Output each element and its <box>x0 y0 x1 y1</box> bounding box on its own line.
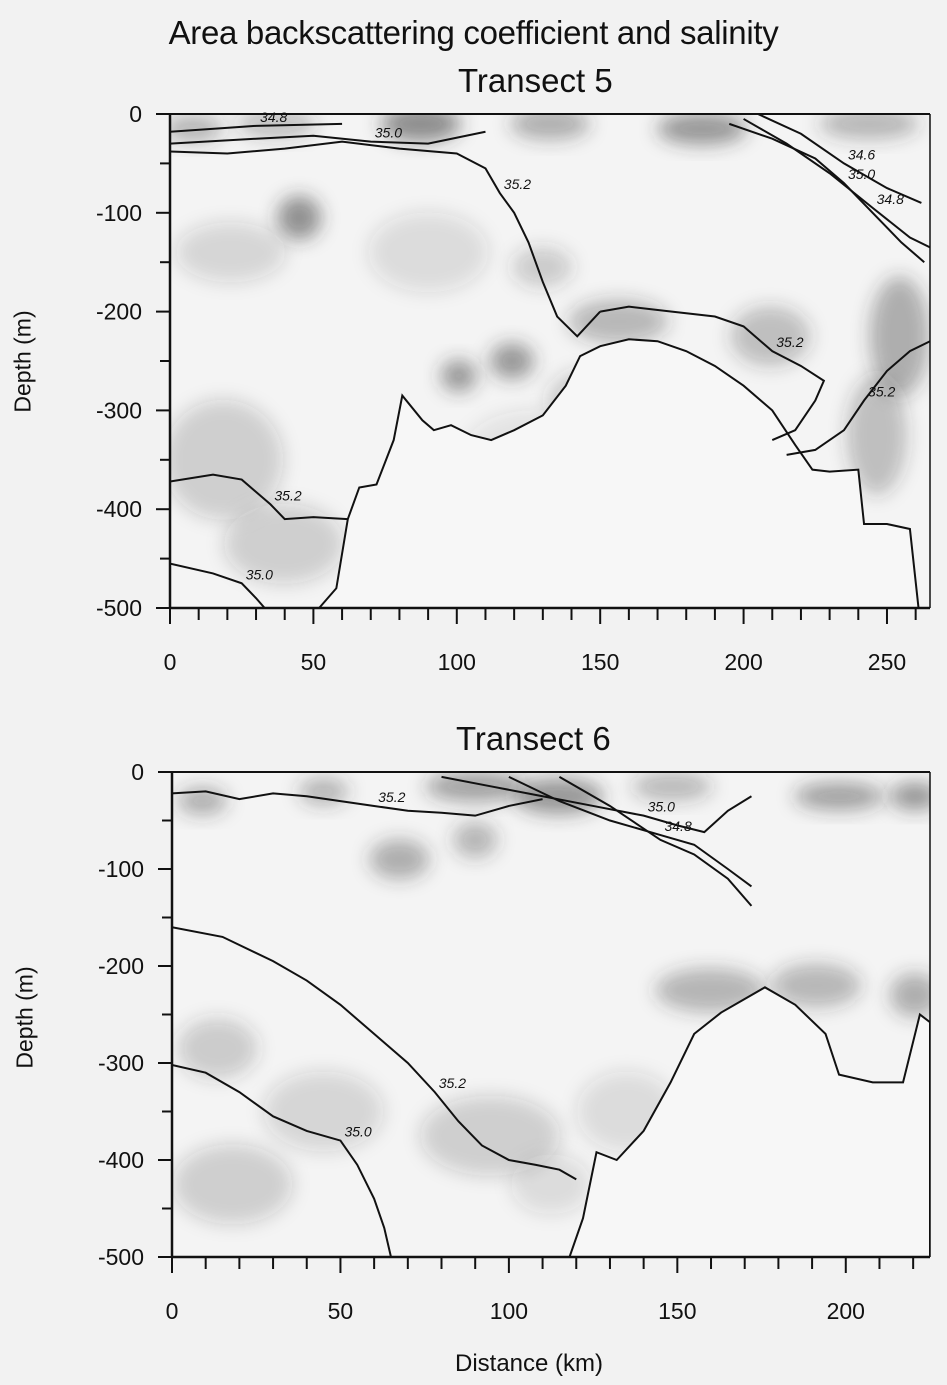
backscatter-patch <box>771 963 862 1008</box>
transect-5-panel: 35.235.034.835.034.634.835.235.235.235.0… <box>96 101 931 675</box>
y-tick-label: -300 <box>98 1050 144 1076</box>
salinity-contour <box>170 122 343 133</box>
contour-label: 34.6 <box>848 146 875 162</box>
contour-label: 35.2 <box>439 1075 466 1091</box>
seafloor-outline <box>317 338 920 608</box>
backscatter-patch <box>380 114 461 142</box>
salinity-contour <box>172 790 543 817</box>
salinity-contour <box>757 114 922 204</box>
x-tick-label: 150 <box>581 649 619 675</box>
backscatter-patch <box>177 1018 258 1079</box>
contour-label: 35.2 <box>378 789 405 805</box>
x-tick-label: 200 <box>724 649 762 675</box>
salinity-contour <box>170 130 486 145</box>
x-tick-label: 100 <box>438 649 476 675</box>
seafloor-outline <box>568 986 930 1257</box>
backscatter-patch <box>170 399 284 520</box>
backscatter-patch <box>869 276 930 397</box>
contour-label: 35.0 <box>246 566 273 582</box>
backscatter-patch <box>453 821 498 858</box>
y-tick-label: -400 <box>98 1147 144 1173</box>
salinity-contour <box>172 1063 392 1257</box>
y-tick-label: -200 <box>98 953 144 979</box>
backscatter-patch <box>889 973 930 1018</box>
backscatter-patch <box>657 114 747 145</box>
contour-label: 35.2 <box>274 487 301 503</box>
contour-label: 35.0 <box>648 799 675 815</box>
salinity-contour <box>728 122 925 263</box>
backscatter-patch <box>224 503 344 584</box>
y-tick-label: -500 <box>98 1244 144 1270</box>
contour-label: 35.2 <box>868 384 895 400</box>
backscatter-patch <box>420 1095 561 1176</box>
x-tick-label: 200 <box>827 1298 865 1324</box>
salinity-contour <box>170 140 601 338</box>
transect-5-title: Transect 5 <box>458 62 613 99</box>
salinity-contour <box>170 473 348 521</box>
salinity-contour <box>441 775 752 834</box>
backscatter-patch <box>632 772 713 801</box>
x-tick-label: 150 <box>658 1298 696 1324</box>
backscatter-patch <box>368 212 489 293</box>
y-tick-label: -200 <box>96 299 142 325</box>
salinity-contour <box>743 118 930 249</box>
contour-label: 35.2 <box>776 334 803 350</box>
x-tick-label: 0 <box>166 1298 179 1324</box>
x-tick-label: 250 <box>868 649 906 675</box>
backscatter-patch <box>277 195 322 240</box>
x-tick-label: 50 <box>328 1298 354 1324</box>
salinity-contour <box>170 562 266 608</box>
y-tick-label: -500 <box>96 595 142 621</box>
salinity-contour <box>508 775 753 888</box>
backscatter-patch <box>794 782 885 811</box>
backscatter-patch <box>568 299 669 344</box>
y-tick-label: -100 <box>96 200 142 226</box>
salinity-contour <box>600 305 826 441</box>
y-tick-label: 0 <box>129 101 142 127</box>
backscatter-patch <box>172 1144 293 1225</box>
contour-label: 34.8 <box>877 191 904 207</box>
y-tick-label: -300 <box>96 397 142 423</box>
backscatter-patch <box>369 839 430 880</box>
backscatter-patch <box>490 343 534 379</box>
backscatter-patch <box>512 247 573 288</box>
contour-label: 35.2 <box>504 176 531 192</box>
backscatter-patch <box>263 1071 384 1152</box>
salinity-contour <box>786 340 930 456</box>
y-tick-label: -400 <box>96 496 142 522</box>
transect-6-panel: 35.2 35.0 34.8 35.2 35.0 0 -100 -200 -300 -400 -50… <box>98 759 931 1324</box>
backscatter-patch <box>655 968 766 1013</box>
contour-label: 35.0 <box>375 125 402 141</box>
salinity-contour <box>172 926 577 1181</box>
transect-6-title: Transect 6 <box>456 720 611 757</box>
backscatter-shading <box>172 772 930 1225</box>
y-tick-label: -100 <box>98 856 144 882</box>
backscatter-patch <box>175 222 286 283</box>
salinity-contour <box>558 775 753 907</box>
backscatter-patch <box>511 1154 591 1215</box>
x-tick-label: 0 <box>164 649 177 675</box>
y-tick-label: 0 <box>131 759 144 785</box>
backscatter-patch <box>730 306 811 367</box>
contour-label: 34.8 <box>664 818 691 834</box>
backscatter-patch <box>440 359 477 392</box>
x-tick-label: 100 <box>490 1298 528 1324</box>
contour-label: 34.8 <box>260 109 287 125</box>
x-axis-label: Distance (km) <box>455 1350 604 1377</box>
backscatter-patch <box>298 777 349 806</box>
x-tick-label: 50 <box>301 649 327 675</box>
backscatter-patch <box>889 782 930 811</box>
backscatter-patch <box>425 772 526 802</box>
backscatter-patch <box>170 114 223 143</box>
backscatter-patch <box>819 114 920 139</box>
contour-label: 35.0 <box>344 1124 371 1140</box>
backscatter-patch <box>513 778 604 815</box>
figure-title: Area backscattering coefficient and sali… <box>168 14 779 51</box>
backscatter-patch <box>510 114 590 140</box>
